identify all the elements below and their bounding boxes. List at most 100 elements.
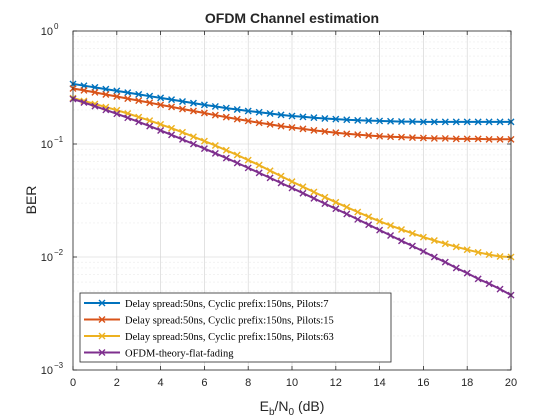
- y-tick-label: 10: [41, 26, 53, 38]
- y-tick-label: 10: [41, 365, 53, 377]
- data-point-marker: [113, 87, 121, 95]
- x-tick-label: 2: [114, 377, 120, 389]
- x-tick-label: 8: [245, 377, 251, 389]
- data-point-marker: [211, 102, 219, 110]
- data-point-marker: [441, 118, 449, 126]
- data-point-marker: [80, 86, 88, 94]
- legend-label: OFDM-theory-flat-fading: [125, 349, 234, 360]
- legend: Delay spread:50ns, Cyclic prefix:150ns, …: [79, 292, 392, 363]
- data-point-marker: [398, 133, 405, 141]
- data-point-marker: [463, 118, 471, 126]
- data-point-marker: [233, 106, 241, 113]
- data-point-marker: [408, 134, 416, 142]
- data-point-marker: [430, 236, 438, 244]
- data-point-marker: [398, 237, 405, 245]
- x-tick-label: 6: [201, 377, 207, 389]
- chart-title: OFDM Channel estimation: [205, 10, 379, 26]
- data-point-marker: [332, 205, 340, 213]
- data-point-marker: [430, 118, 438, 126]
- data-point-marker: [91, 88, 99, 96]
- data-point-marker: [179, 128, 186, 136]
- data-point-marker: [365, 117, 373, 125]
- data-point-marker: [113, 93, 121, 101]
- data-point-marker: [452, 135, 460, 143]
- data-point-marker: [146, 92, 154, 100]
- data-point-marker: [387, 133, 395, 141]
- data-point-marker: [365, 221, 373, 229]
- y-tick-label-exponent: −3: [54, 361, 64, 370]
- legend-marker: [98, 349, 106, 356]
- data-point-marker: [288, 112, 296, 120]
- data-point-marker: [441, 240, 449, 248]
- data-point-marker: [485, 280, 493, 288]
- data-point-marker: [179, 135, 186, 143]
- data-point-marker: [200, 137, 208, 145]
- x-tick-label: 4: [158, 377, 164, 389]
- y-tick-label-exponent: −2: [54, 248, 64, 257]
- data-point-marker: [332, 115, 340, 123]
- data-point-marker: [168, 131, 176, 139]
- data-point-marker: [288, 184, 296, 192]
- data-point-marker: [179, 97, 186, 105]
- data-point-marker: [343, 210, 351, 218]
- data-point-marker: [288, 178, 296, 186]
- legend-entry: Delay spread:50ns, Cyclic prefix:150ns, …: [84, 316, 334, 327]
- data-point-marker: [288, 123, 296, 131]
- data-point-marker: [474, 275, 482, 283]
- series-3: [69, 94, 515, 261]
- x-axis-label-part: (dB): [294, 398, 324, 414]
- data-point-marker: [299, 113, 307, 121]
- legend-marker: [98, 332, 106, 340]
- x-axis-label-subscript: 0: [289, 407, 295, 418]
- data-point-marker: [255, 119, 263, 127]
- data-point-marker: [387, 222, 395, 229]
- data-point-marker: [310, 114, 318, 122]
- data-point-marker: [189, 133, 197, 141]
- data-point-marker: [102, 91, 110, 99]
- series-4: [69, 95, 515, 299]
- data-point-marker: [222, 146, 230, 154]
- data-point-marker: [157, 94, 165, 102]
- legend-label: Delay spread:50ns, Cyclic prefix:150ns, …: [125, 299, 329, 310]
- data-point-marker: [157, 126, 165, 134]
- x-axis-label-part: E: [260, 398, 269, 414]
- x-axis-ticks: 0 2 4 6 8 10 12 14 16 18 20: [70, 31, 517, 389]
- data-point-marker: [255, 161, 263, 169]
- data-point-marker: [124, 89, 132, 97]
- data-point-marker: [146, 117, 154, 125]
- data-point-marker: [343, 203, 351, 211]
- x-tick-label: 16: [417, 377, 429, 389]
- data-point-marker: [266, 110, 274, 118]
- data-point-marker: [168, 96, 176, 104]
- data-point-marker: [255, 169, 263, 177]
- data-point-marker: [408, 242, 416, 250]
- data-point-marker: [474, 248, 482, 256]
- data-point-marker: [310, 188, 318, 196]
- data-point-marker: [102, 106, 110, 114]
- data-point-marker: [299, 183, 307, 191]
- data-point-marker: [124, 114, 132, 122]
- data-point-marker: [354, 208, 362, 216]
- data-point-marker: [200, 101, 208, 109]
- data-point-marker: [310, 126, 318, 134]
- x-tick-label: 14: [373, 377, 385, 389]
- data-point-marker: [354, 116, 362, 124]
- data-point-marker: [474, 135, 482, 143]
- data-point-marker: [321, 128, 329, 135]
- data-point-marker: [124, 95, 132, 103]
- data-point-marker: [463, 269, 471, 277]
- y-tick-label-exponent: −1: [54, 135, 64, 144]
- data-point-marker: [496, 285, 504, 293]
- data-point-marker: [343, 116, 351, 124]
- legend-entry: OFDM-theory-flat-fading: [84, 349, 234, 360]
- data-point-marker: [354, 131, 362, 139]
- data-point-marker: [222, 154, 230, 162]
- data-point-marker: [376, 226, 384, 234]
- data-point-marker: [266, 120, 274, 128]
- data-point-marker: [419, 233, 427, 241]
- data-point-marker: [365, 131, 373, 139]
- data-point-marker: [255, 108, 263, 116]
- data-point-marker: [233, 115, 241, 123]
- data-point-marker: [168, 124, 176, 132]
- data-point-marker: [398, 226, 405, 234]
